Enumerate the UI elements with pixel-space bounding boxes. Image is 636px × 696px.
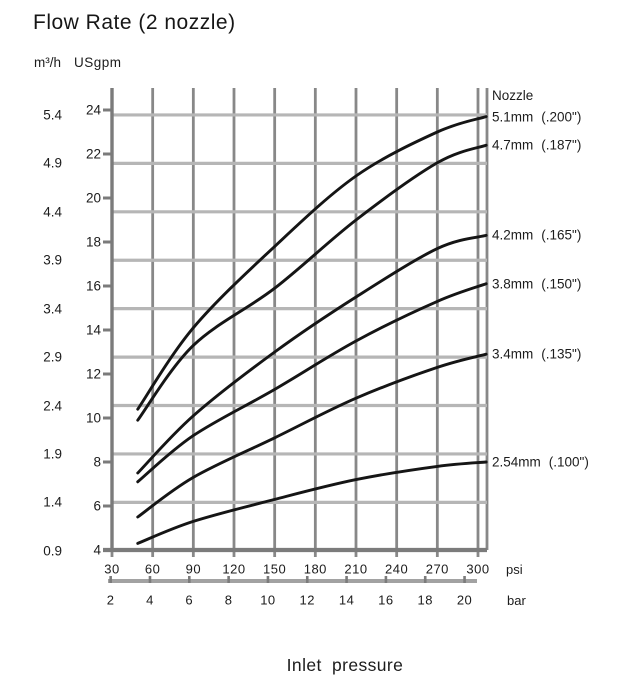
y-tick-label-m3h: 3.4 [43,301,62,317]
legend-nozzle-diameter-mm: 2.54mm [492,454,541,470]
y-tick-label-usgpm: 14 [85,322,101,338]
legend-entry: 3.4mm (.135") [492,347,581,362]
x-tick-label-psi: 270 [425,561,449,577]
legend-entry: 2.54mm (.100") [492,455,589,470]
y-tick-label-usgpm: 20 [85,190,101,206]
legend-nozzle-diameter-inch: (.200") [541,109,582,125]
x-tick-label-bar: 16 [378,592,394,608]
x-tick-label-psi: 150 [263,561,287,577]
x-tick-label-bar: 10 [260,592,276,608]
y-tick-label-m3h: 1.4 [43,494,62,510]
x-tick-label-psi: 240 [385,561,409,577]
y-tick-label-usgpm: 18 [85,234,101,250]
x-tick-label-bar: 20 [456,592,473,608]
x-tick-label-psi: 60 [144,561,161,577]
x-tick-label-bar: 2 [106,592,115,608]
y-tick-label-usgpm: 22 [85,146,101,162]
x-tick-label-bar: 4 [146,592,154,608]
legend-nozzle-diameter-inch: (.135") [541,346,582,362]
curve-3.4mm [136,352,488,519]
legend-entry: 5.1mm (.200") [492,109,581,124]
legend-nozzle-diameter-inch: (.187") [541,137,582,153]
legend-nozzle-diameter-mm: 4.2mm [492,227,534,243]
x-tick-label-bar: 18 [417,592,433,608]
y-tick-label-usgpm: 4 [93,542,101,558]
x-tick-label-bar: 14 [338,592,355,608]
legend-header: Nozzle [492,88,534,103]
x-tick-label-psi: 30 [104,561,120,577]
y-tick-label-m3h: 5.4 [43,107,62,123]
curve-3.8mm [136,282,488,484]
x-tick-label-bar: 8 [224,592,233,608]
curve-4.2mm [136,233,488,475]
x-tick-label-psi: 210 [344,561,368,577]
y-tick-label-m3h: 0.9 [43,543,62,559]
x-axis-unit-bar: bar [507,593,526,608]
legend-entry: 3.8mm (.150") [492,276,581,291]
x-tick-label-psi: 300 [466,561,490,577]
legend-nozzle-diameter-inch: (.100") [548,454,589,470]
x-axis-title: Inlet pressure [286,655,404,675]
legend-nozzle-diameter-mm: 3.8mm [492,276,534,292]
x-tick-label-psi: 90 [185,561,202,577]
legend-entry: 4.2mm (.165") [492,228,581,243]
x-tick-label-bar: 12 [299,592,315,608]
y-tick-label-m3h: 2.4 [43,398,62,414]
x-tick-label-psi: 120 [222,561,246,577]
legend-nozzle-diameter-inch: (.165") [541,227,582,243]
y-tick-label-m3h: 2.9 [43,349,62,365]
x-tick-label-bar: 6 [185,592,194,608]
legend-nozzle-diameter-mm: 3.4mm [492,346,534,362]
legend-nozzle-diameter-mm: 5.1mm [492,109,534,125]
y-tick-label-usgpm: 10 [85,410,101,426]
y-tick-label-m3h: 3.9 [43,252,62,268]
y-tick-label-usgpm: 16 [85,278,101,294]
curve-5.1mm [136,115,488,411]
y-tick-label-m3h: 1.9 [43,446,62,462]
chart-title: Flow Rate (2 nozzle) [33,11,236,34]
x-tick-label-psi: 180 [303,561,327,577]
y-tick-label-m3h: 4.4 [43,204,62,220]
legend-nozzle-diameter-inch: (.150") [541,276,582,292]
legend-entry: 4.7mm (.187") [492,138,581,153]
curve-2.54mm [136,460,488,545]
y-tick-label-usgpm: 24 [85,102,101,118]
x-axis-unit-psi: psi [506,562,523,577]
legend-nozzle-diameter-mm: 4.7mm [492,137,534,153]
y-tick-label-usgpm: 8 [93,454,101,470]
y-axis-unit-usgpm: USgpm [74,55,122,70]
y-tick-label-usgpm: 6 [93,498,101,514]
y-axis-unit-m3h: m³/h [34,55,61,70]
y-tick-label-usgpm: 12 [85,366,101,382]
y-tick-label-m3h: 4.9 [43,155,62,171]
curve-4.7mm [136,143,488,422]
